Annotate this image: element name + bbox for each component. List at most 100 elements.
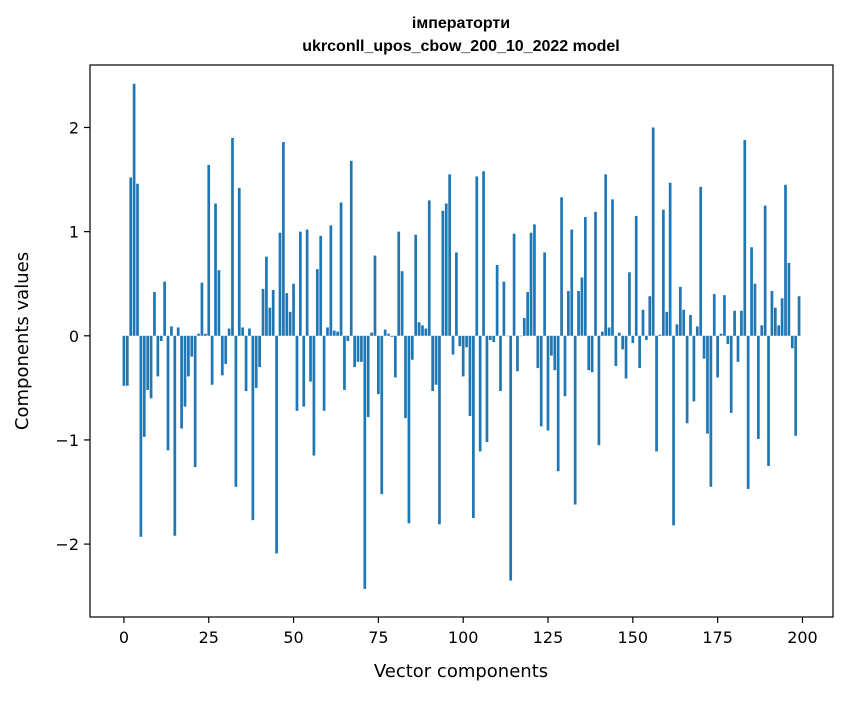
bar-101: [465, 336, 468, 347]
bar-182: [740, 311, 743, 336]
bar-188: [760, 325, 763, 335]
bar-146: [618, 333, 621, 336]
bar-147: [621, 336, 624, 350]
bar-18: [184, 336, 187, 407]
bar-58: [319, 236, 322, 336]
bar-103: [472, 336, 475, 518]
bar-173: [710, 336, 713, 487]
bar-185: [750, 247, 753, 336]
bar-179: [730, 336, 733, 413]
bar-164: [679, 287, 682, 336]
bar-45: [275, 336, 278, 554]
y-tick-label: 2: [69, 118, 79, 137]
bar-184: [747, 336, 750, 489]
bar-20: [190, 336, 193, 357]
bar-67: [350, 161, 353, 336]
bar-99: [458, 336, 461, 346]
bar-86: [414, 235, 417, 336]
bar-119: [526, 292, 529, 336]
bar-32: [231, 138, 234, 336]
bar-131: [567, 291, 570, 336]
bar-6: [143, 336, 146, 437]
bar-31: [228, 329, 231, 336]
x-tick-label: 75: [368, 628, 388, 647]
bar-44: [272, 290, 275, 336]
bar-95: [445, 204, 448, 336]
bar-47: [282, 142, 285, 336]
bar-102: [469, 336, 472, 416]
bar-77: [384, 330, 387, 336]
bar-10: [157, 336, 160, 377]
bar-33: [235, 336, 238, 487]
bar-8: [150, 336, 153, 398]
bar-139: [594, 212, 597, 336]
bar-115: [513, 234, 516, 336]
bar-111: [499, 336, 502, 391]
bar-61: [330, 225, 333, 335]
bar-195: [784, 185, 787, 336]
bar-53: [302, 336, 305, 407]
bar-57: [316, 269, 319, 336]
bar-144: [611, 199, 614, 335]
bar-130: [564, 336, 567, 396]
bar-98: [455, 252, 458, 335]
bar-23: [201, 283, 204, 336]
y-tick-label: 0: [69, 327, 79, 346]
bar-169: [696, 326, 699, 335]
bar-71: [363, 336, 366, 589]
bar-151: [635, 216, 638, 336]
bar-161: [669, 183, 672, 336]
bar-87: [418, 322, 421, 336]
bar-75: [377, 336, 380, 394]
bar-83: [404, 336, 407, 418]
bar-88: [421, 325, 424, 335]
bar-4: [136, 184, 139, 336]
x-tick-label: 0: [119, 628, 129, 647]
x-tick-label: 175: [702, 628, 733, 647]
bar-129: [560, 197, 563, 336]
bar-93: [438, 336, 441, 525]
bar-143: [608, 327, 611, 335]
bar-155: [648, 296, 651, 336]
bar-105: [479, 336, 482, 452]
bar-194: [781, 298, 784, 335]
bar-38: [251, 336, 254, 520]
bar-156: [652, 127, 655, 335]
bar-84: [408, 336, 411, 523]
bar-94: [441, 211, 444, 336]
bar-126: [550, 336, 553, 356]
bar-69: [357, 336, 360, 362]
bar-132: [570, 230, 573, 336]
bar-189: [764, 206, 767, 336]
bar-128: [557, 336, 560, 471]
bar-54: [306, 230, 309, 336]
bar-85: [411, 336, 414, 360]
bar-191: [771, 291, 774, 336]
bar-138: [591, 336, 594, 372]
bar-92: [435, 336, 438, 385]
bar-70: [360, 336, 363, 362]
bar-198: [794, 336, 797, 436]
bar-41: [262, 289, 265, 336]
x-tick-label: 125: [533, 628, 564, 647]
bar-171: [703, 336, 706, 359]
bar-76: [380, 336, 383, 494]
bar-72: [367, 336, 370, 417]
x-tick-label: 100: [448, 628, 479, 647]
bar-17: [180, 336, 183, 429]
bar-167: [689, 315, 692, 336]
bar-145: [615, 336, 618, 366]
bar-43: [268, 308, 271, 336]
x-tick-label: 25: [199, 628, 219, 647]
bar-141: [601, 332, 604, 336]
bar-28: [218, 270, 221, 336]
bar-5: [140, 336, 143, 537]
bar-120: [530, 233, 533, 336]
bar-13: [167, 336, 170, 451]
bar-168: [693, 336, 696, 402]
bar-66: [346, 336, 349, 341]
bar-136: [584, 217, 587, 336]
bar-172: [706, 336, 709, 434]
bar-163: [676, 324, 679, 335]
